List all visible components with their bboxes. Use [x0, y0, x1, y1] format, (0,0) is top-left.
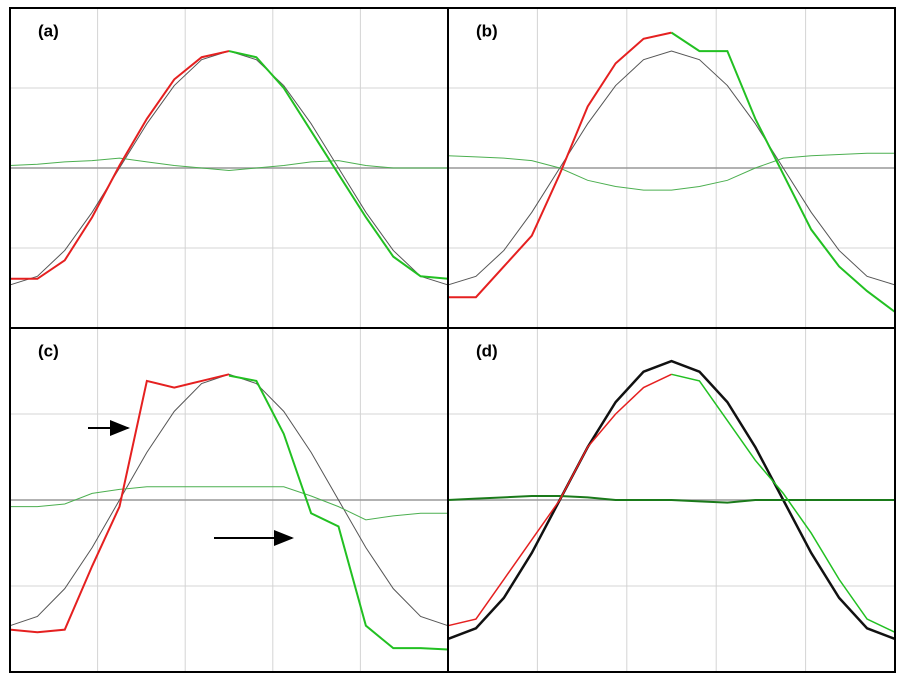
signal-line	[9, 50, 449, 286]
signal-line	[447, 495, 895, 504]
signal-line	[10, 486, 448, 521]
signal-line	[9, 373, 230, 634]
signal-line	[447, 152, 895, 191]
signal-line	[448, 31, 672, 299]
panel-label: (a)	[38, 21, 59, 40]
signal-line	[9, 157, 448, 171]
signal-line	[447, 373, 672, 627]
panel-border	[447, 327, 896, 673]
signal-line	[447, 50, 896, 286]
signal-line	[671, 373, 896, 633]
signal-line	[228, 374, 449, 651]
panel-label: (b)	[476, 21, 498, 40]
signal-line	[228, 50, 449, 280]
panel-label: (d)	[476, 341, 498, 360]
signal-line	[10, 50, 230, 280]
signal-line	[447, 359, 896, 641]
panel-label: (c)	[38, 341, 59, 360]
signal-line	[670, 31, 896, 313]
